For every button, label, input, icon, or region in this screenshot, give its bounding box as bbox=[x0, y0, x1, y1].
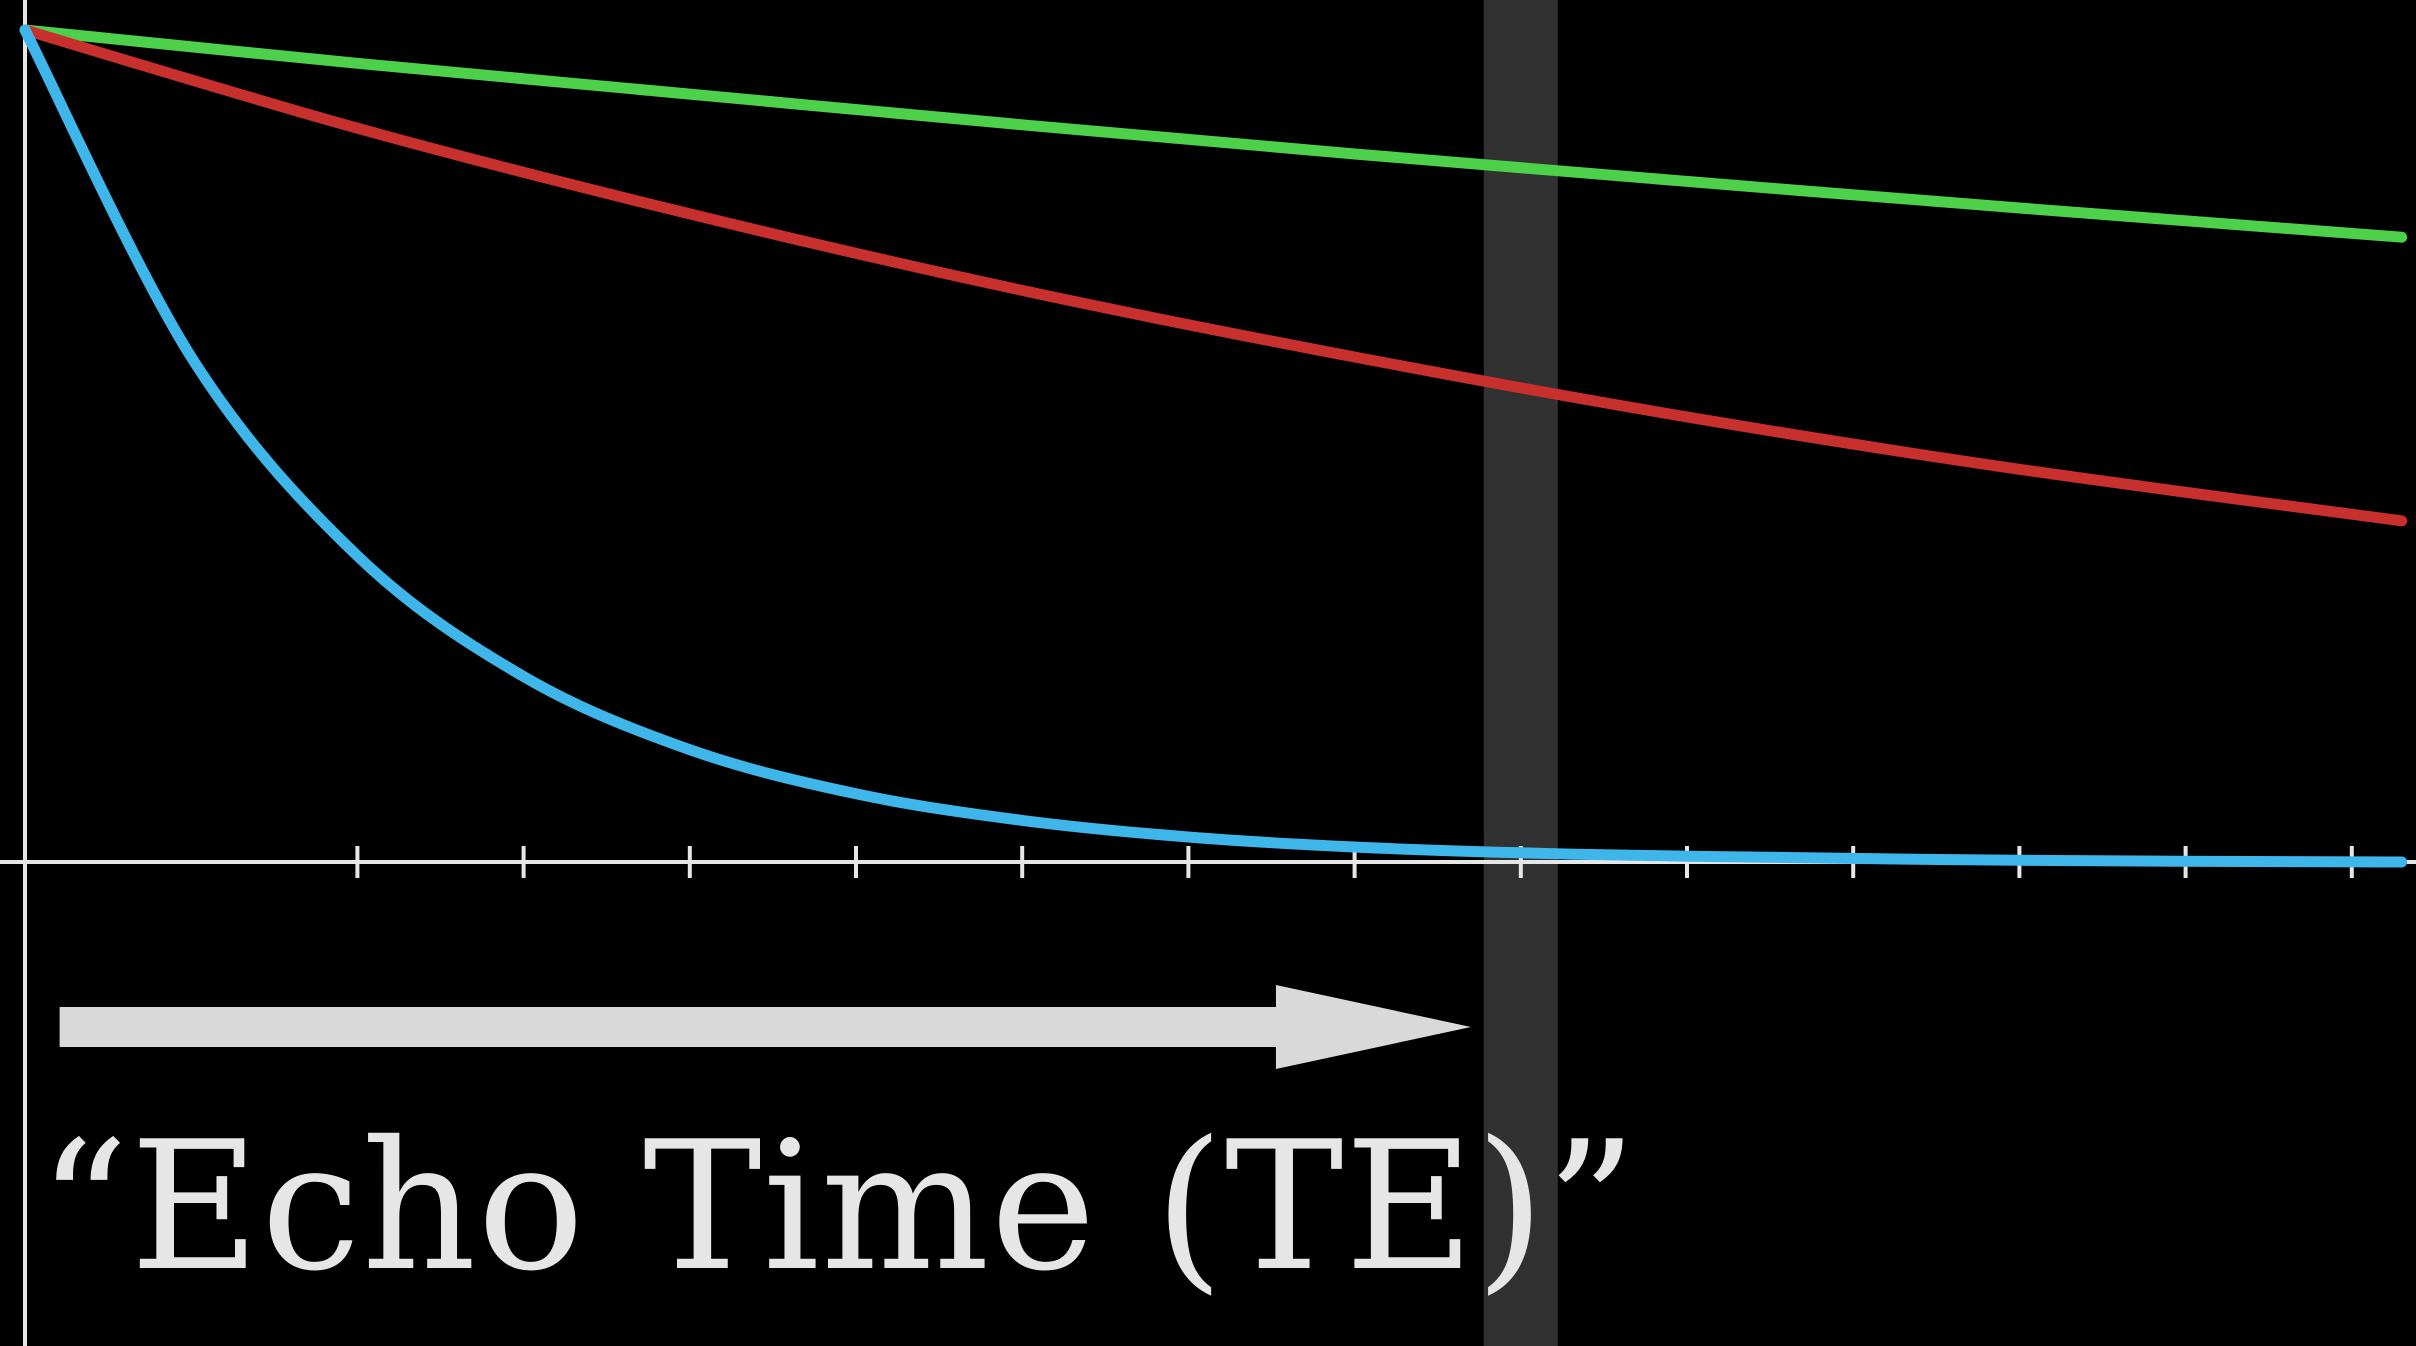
echo-time-arrow-head bbox=[1275, 985, 1471, 1069]
green-decay-curve bbox=[19, 24, 2408, 243]
red-decay-curve bbox=[19, 24, 2408, 527]
echo-time-caption: “Echo Time (TE)” bbox=[38, 1103, 1638, 1310]
blue-decay-curve bbox=[19, 24, 2408, 868]
echo-time-marker-band bbox=[1483, 0, 1558, 1346]
echo-time-marker-layer bbox=[1483, 0, 1558, 1346]
arrow-layer bbox=[59, 985, 1471, 1069]
series-layer bbox=[19, 24, 2408, 868]
echo-time-arrow-shaft bbox=[59, 1007, 1281, 1047]
